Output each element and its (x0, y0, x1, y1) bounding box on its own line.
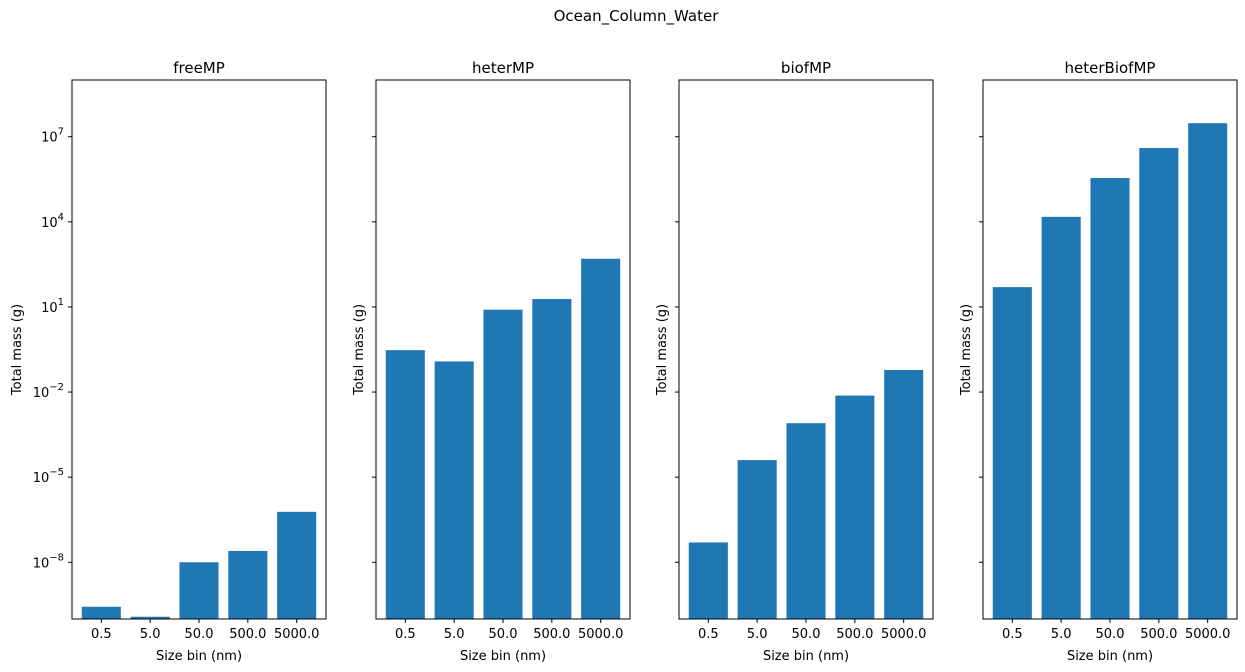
bar-5000.0 (277, 511, 317, 619)
axes-frame (375, 79, 631, 620)
x-tick-label: 5.0 (444, 627, 465, 642)
x-axis-label: Size bin (nm) (1067, 649, 1153, 664)
bar-50.0 (483, 309, 523, 619)
bar-5000.0 (1188, 123, 1228, 619)
y-tick-label: 107 (41, 127, 64, 146)
bar-50.0 (179, 562, 219, 619)
subplot-biofMP: 0.5 5.0 50.0 500.0 5000.0 biofMP Size bin (nm)… (655, 59, 934, 664)
subplot-freeMP: 0.5 5.0 50.0 500.0 5000.0 10−8 10−5 10−2 101 104 1… (10, 59, 327, 664)
bar-5.0 (130, 616, 170, 619)
bar-0.5 (688, 542, 728, 619)
bar-50.0 (786, 423, 826, 619)
bar-5.0 (737, 460, 777, 619)
bar-5.0 (434, 361, 474, 619)
x-tick-label: 50.0 (792, 627, 821, 642)
x-tick-label: 5000.0 (274, 627, 320, 642)
bar-500.0 (1139, 148, 1179, 619)
y-axis-label: Total mass (g) (959, 304, 974, 396)
figure-title: Ocean_Column_Water (554, 7, 720, 26)
y-tick-label: 104 (41, 212, 64, 231)
x-tick-label: 50.0 (1096, 627, 1125, 642)
bar-5.0 (1041, 216, 1081, 619)
subplot-heterMP: 0.5 5.0 50.0 500.0 5000.0 heterMP Size bin (nm… (352, 59, 631, 664)
x-tick-label: 500.0 (533, 627, 570, 642)
x-tick-label: 0.5 (91, 627, 112, 642)
axes-frame (678, 79, 934, 620)
axes-frame (982, 79, 1238, 620)
bar-5000.0 (581, 258, 621, 619)
bar-5000.0 (884, 369, 924, 619)
x-tick-label: 5000.0 (881, 627, 927, 642)
subplot-title: freeMP (173, 59, 225, 77)
y-tick-label: 101 (41, 297, 64, 316)
x-tick-label: 5.0 (747, 627, 768, 642)
x-axis-label: Size bin (nm) (156, 649, 242, 664)
bar-0.5 (385, 350, 425, 619)
x-tick-label: 500.0 (229, 627, 266, 642)
y-tick-label: 10−5 (33, 467, 64, 486)
x-tick-label: 5.0 (1051, 627, 1072, 642)
x-tick-label: 5000.0 (1185, 627, 1231, 642)
x-axis-label: Size bin (nm) (763, 649, 849, 664)
axes-frame (71, 79, 327, 620)
y-tick-label: 10−2 (33, 382, 64, 401)
x-tick-label: 0.5 (698, 627, 719, 642)
y-tick-label: 10−8 (33, 552, 64, 571)
bar-0.5 (992, 287, 1032, 619)
x-tick-label: 5.0 (140, 627, 161, 642)
x-axis-label: Size bin (nm) (460, 649, 546, 664)
x-tick-label: 500.0 (836, 627, 873, 642)
subplot-title: heterBiofMP (1065, 59, 1156, 77)
x-tick-label: 5000.0 (578, 627, 624, 642)
y-axis-label: Total mass (g) (352, 304, 367, 396)
bar-50.0 (1090, 178, 1130, 620)
x-tick-label: 0.5 (1002, 627, 1023, 642)
x-tick-label: 50.0 (489, 627, 518, 642)
subplot-grid: 0.5 5.0 50.0 500.0 5000.0 10−8 10−5 10−2 101 104 1… (10, 59, 1238, 664)
subplot-title: biofMP (781, 59, 831, 77)
x-tick-label: 0.5 (395, 627, 416, 642)
bar-500.0 (228, 550, 268, 619)
bar-500.0 (532, 299, 572, 619)
bar-0.5 (81, 606, 121, 619)
subplot-title: heterMP (472, 59, 534, 77)
bar-500.0 (835, 395, 875, 619)
y-axis-label: Total mass (g) (10, 304, 25, 396)
x-tick-label: 500.0 (1140, 627, 1177, 642)
x-tick-label: 50.0 (185, 627, 214, 642)
subplot-heterBiofMP: 0.5 5.0 50.0 500.0 5000.0 heterBiofMP Size bin… (959, 59, 1238, 664)
y-axis-label: Total mass (g) (655, 304, 670, 396)
